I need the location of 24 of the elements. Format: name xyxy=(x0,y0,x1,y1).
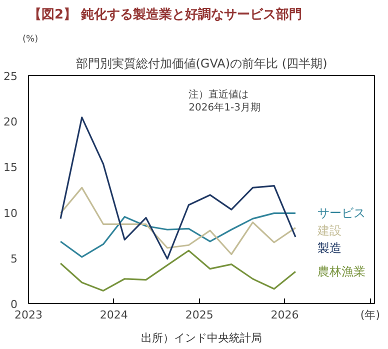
series-label: 製造 xyxy=(317,240,342,255)
y-tick-label: 20 xyxy=(4,116,18,129)
y-tick-label: 10 xyxy=(4,206,18,220)
series-label: 建設 xyxy=(316,224,342,238)
chart-title: 【図2】 鈍化する製造業と好調なサービス部門 xyxy=(28,6,302,22)
y-tick-label: 5 xyxy=(10,252,18,266)
x-tick-label: 2024 xyxy=(100,308,128,322)
x-tick-label: 2026 xyxy=(270,308,299,322)
line-series xyxy=(60,212,296,258)
line-series xyxy=(60,250,296,292)
text: 出所）インド中央統計局 xyxy=(141,332,262,344)
x-tick-label: 2025 xyxy=(185,308,214,322)
line-series xyxy=(60,116,296,260)
line-series xyxy=(60,186,296,256)
x-tick-label: (年) xyxy=(360,308,380,322)
y-tick-label: 0 xyxy=(10,298,18,311)
chart-subtitle: 部門別実質総付加価値(GVA)の前年比 (四半期) xyxy=(76,56,328,70)
series-label: 農林漁業 xyxy=(317,264,366,279)
annotation: 注）直近値は 2026年1-3月期 xyxy=(188,88,260,114)
series-label: サービス xyxy=(317,206,366,220)
x-tick-label: 2023 xyxy=(14,308,43,322)
y-tick-label: 25 xyxy=(4,70,18,83)
y-axis-title: (%) xyxy=(22,34,38,44)
y-tick-label: 15 xyxy=(4,161,18,174)
